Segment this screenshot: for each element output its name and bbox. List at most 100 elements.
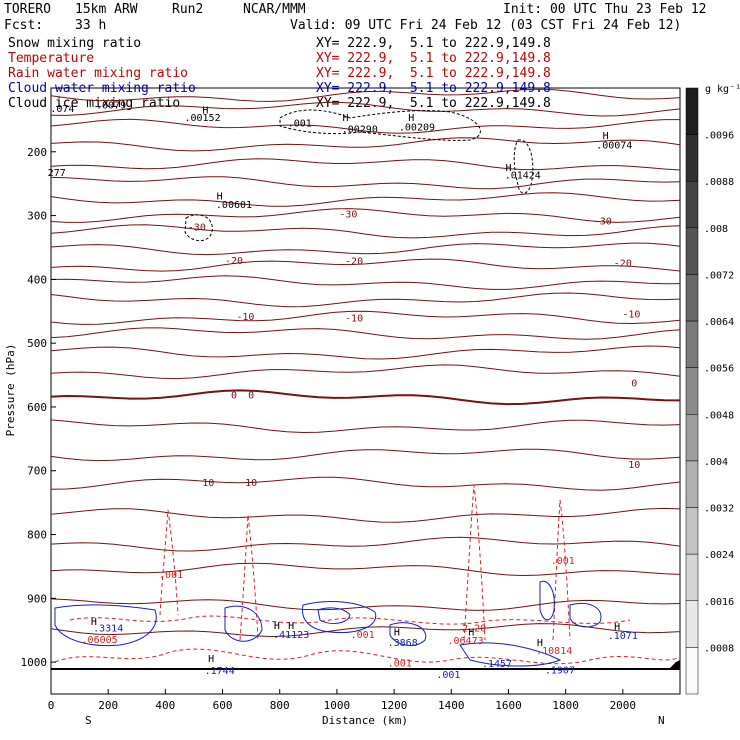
cloud-water-label: .3314: [93, 623, 123, 634]
forecast-hours: 33 h: [75, 18, 107, 33]
snow-contour-a: [279, 109, 481, 141]
rain-label: .001: [159, 570, 183, 581]
x-tick-label: 800: [270, 699, 290, 712]
snow-label: .01424: [505, 171, 541, 182]
high-marker: H: [342, 113, 348, 124]
cloud-cell-3-inner: [317, 607, 351, 624]
colorbar-label: .0024: [704, 550, 734, 561]
y-tick-label: 600: [27, 401, 47, 414]
model-name: TORERO: [4, 2, 51, 17]
cloud-water-label: .1457: [482, 659, 512, 670]
high-marker: H: [505, 163, 511, 174]
temperature-label: -20: [345, 257, 363, 268]
high-marker: H: [603, 131, 609, 142]
temperature-contour: [50, 310, 681, 325]
temperature-contour: [50, 275, 681, 290]
high-marker: H: [217, 192, 223, 203]
snow-contours: [184, 109, 534, 242]
colorbar-segment: [685, 600, 699, 648]
model-resolution: 15km ARW: [75, 2, 138, 17]
colorbar-segment: [685, 274, 699, 322]
colorbar-segment: [685, 134, 699, 182]
rain-label: .06005: [82, 635, 118, 646]
temperature-label: -20: [614, 259, 632, 270]
y-tick-label: 200: [27, 146, 47, 159]
model-org: NCAR/MMM: [243, 2, 306, 17]
colorbar-segment: [685, 367, 699, 415]
legend-temperature-xy: XY= 222.9, 5.1 to 222.9,149.8: [316, 51, 551, 66]
snow-label: .00209: [399, 123, 435, 134]
high-marker: H: [91, 617, 97, 628]
y-tick-label: 400: [27, 273, 47, 286]
high-marker: H: [208, 654, 214, 665]
colorbar-segment: [685, 553, 699, 602]
snow-label: .074: [50, 104, 74, 115]
temperature-contour: [50, 623, 681, 638]
temperature-contour: [50, 192, 681, 207]
colorbar-label: .0048: [704, 410, 734, 421]
temperature-contour: [50, 536, 681, 552]
high-marker: H: [537, 638, 543, 649]
high-marker: H: [408, 113, 414, 124]
colorbar-segment: [685, 180, 699, 229]
cloud-water-label: .1907: [545, 666, 575, 677]
snow-label: .0079: [96, 100, 126, 111]
y-tick-label: 900: [27, 592, 47, 605]
temperature-contours: [50, 88, 681, 638]
high-marker: H: [614, 622, 620, 633]
temperature-contour: [50, 158, 681, 171]
rain-spike-3: [463, 484, 486, 641]
legend-temperature-name: Temperature: [8, 51, 95, 66]
cloud-cell-1: [54, 604, 157, 647]
snow-label: .00152: [184, 113, 220, 124]
rain-base-2: [69, 615, 631, 625]
legend-rain-name: Rain water mixing ratio: [8, 66, 189, 81]
rain-spike-2: [239, 514, 259, 641]
temperature-label: -30: [188, 222, 206, 233]
temperature-label: 10: [245, 478, 257, 489]
x-tick-label: 1400: [438, 699, 465, 712]
x-tick-label: 1600: [495, 699, 522, 712]
temperature-contour: [50, 507, 681, 523]
temperature-label: 0: [248, 391, 254, 402]
forecast-label: Fcst:: [4, 18, 44, 33]
rain-spike-1: [159, 509, 179, 616]
temperature-contour: [50, 389, 681, 406]
temperature-contour: [50, 364, 681, 380]
x-tick-label: 1000: [324, 699, 351, 712]
temperature-contour: [50, 118, 680, 134]
colorbar-label: .0016: [704, 597, 734, 608]
x-end-left: S: [85, 714, 92, 727]
rain-label: .001: [351, 630, 375, 641]
cloud-cell-3: [301, 600, 377, 634]
cloud-water-label: .1071: [608, 631, 638, 642]
cloud-cell-6: [569, 603, 602, 628]
cloud-water-label: .3868: [388, 638, 418, 649]
colorbar-label: .0056: [704, 364, 734, 375]
colorbar-label: .0096: [704, 131, 734, 142]
rain-base: [54, 648, 679, 665]
snow-label: 277: [48, 168, 66, 179]
temperature-contour: [50, 448, 681, 462]
colorbar-segment: [685, 87, 699, 135]
snow-label: .001: [288, 118, 312, 129]
temperature-contour: [50, 208, 681, 223]
snow-label: .00601: [216, 200, 252, 211]
temperature-label: -30: [594, 217, 612, 228]
temperature-contour: [50, 345, 681, 360]
y-tick-label: 1000: [21, 656, 48, 669]
legend-snow-xy: XY= 222.9, 5.1 to 222.9,149.8: [316, 36, 551, 51]
snow-label: .00074: [596, 141, 632, 152]
temperature-contour: [50, 137, 681, 152]
temperature-label: -30: [339, 209, 357, 220]
cloud-cell-7: [459, 642, 562, 667]
temperature-contour: [50, 242, 681, 256]
valid-time: Valid: 09 UTC Fri 24 Feb 12 (03 CST Fri …: [290, 18, 682, 33]
x-end-right: N: [658, 714, 665, 727]
temperature-contour: [50, 292, 681, 308]
x-tick-label: 1800: [552, 699, 579, 712]
colorbar-segment: [685, 414, 699, 462]
y-tick-label: 300: [27, 210, 47, 223]
temperature-contour: [50, 176, 681, 190]
